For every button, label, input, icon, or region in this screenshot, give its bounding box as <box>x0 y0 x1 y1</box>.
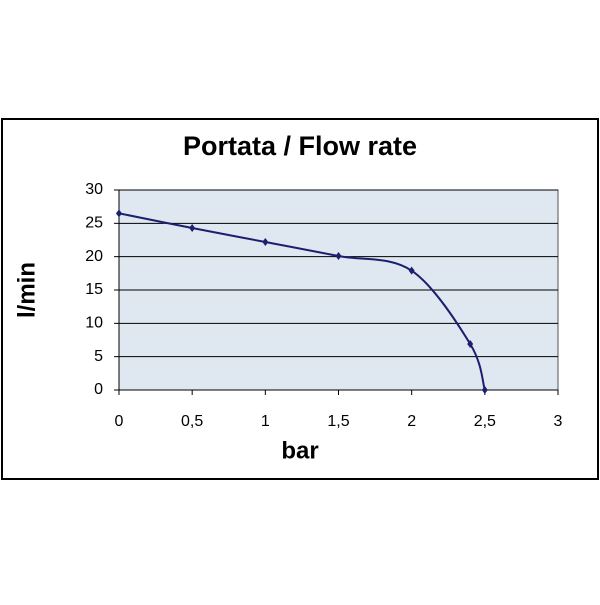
y-tick-label: 20 <box>85 248 103 265</box>
y-axis-label: l/min <box>13 262 40 318</box>
x-tick-label: 2,5 <box>474 413 496 430</box>
data-point <box>408 266 415 275</box>
data-point <box>467 340 474 348</box>
x-tick-label: 1 <box>261 413 270 430</box>
x-tick-label: 3 <box>554 413 563 430</box>
y-tick-label: 25 <box>85 215 103 232</box>
y-tick-label: 30 <box>85 181 103 198</box>
x-tick-label: 2 <box>407 413 416 430</box>
data-point <box>116 209 122 218</box>
x-tick-label: 0,5 <box>181 413 203 430</box>
data-point <box>189 224 196 232</box>
data-point <box>335 252 342 260</box>
x-tick-label: 1,5 <box>327 413 349 430</box>
y-tick-label: 15 <box>85 281 103 298</box>
chart-title: Portata / Flow rate <box>183 131 417 161</box>
data-point <box>481 386 488 394</box>
data-point <box>262 238 269 246</box>
x-tick-label: 0 <box>115 413 124 430</box>
y-tick-label: 10 <box>85 315 103 332</box>
y-tick-label: 0 <box>94 381 103 398</box>
x-axis-label: bar <box>281 437 318 464</box>
y-tick-label: 5 <box>94 348 103 365</box>
